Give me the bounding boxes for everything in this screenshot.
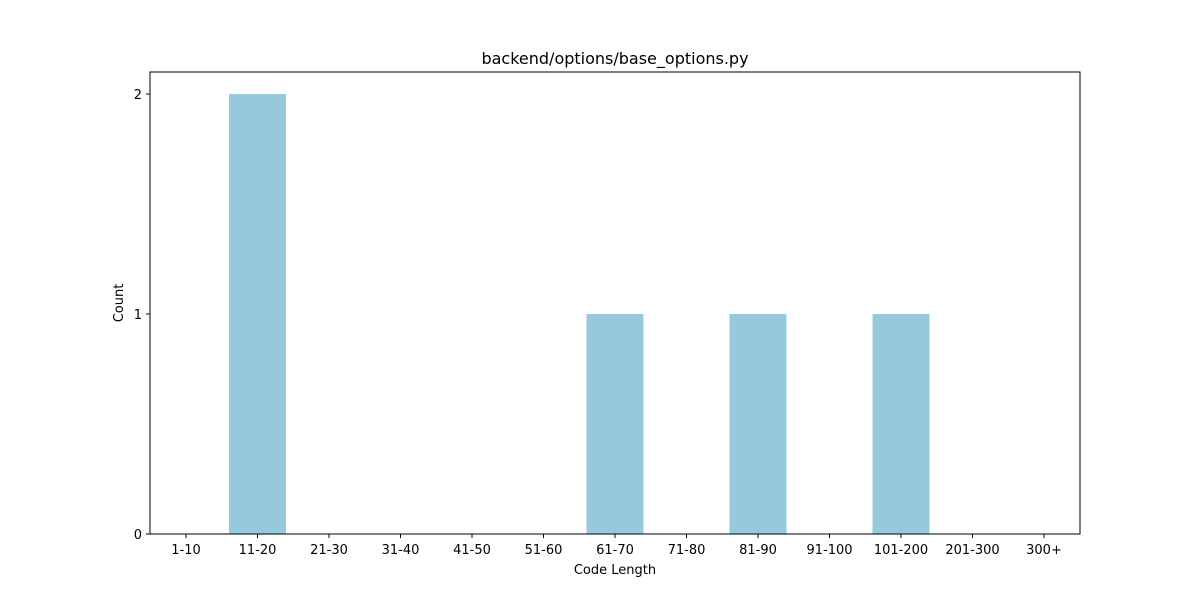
bar-101-200 [872, 314, 930, 534]
x-tick-label: 21-30 [310, 543, 348, 558]
y-axis-label: Count [112, 284, 127, 323]
x-tick-label: 101-200 [874, 543, 928, 558]
x-tick-label: 1-10 [171, 543, 201, 558]
bar-11-20 [229, 94, 286, 534]
x-tick-label: 300+ [1026, 543, 1062, 558]
x-tick-label: 41-50 [453, 543, 491, 558]
bar-61-70 [586, 314, 644, 534]
y-axis: 0 1 2 [134, 88, 150, 543]
x-tick-label: 91-100 [806, 543, 852, 558]
x-tick-label: 61-70 [596, 543, 634, 558]
x-tick-label: 11-20 [239, 543, 277, 558]
x-tick-label: 51-60 [525, 543, 563, 558]
x-axis-label: Code Length [574, 563, 656, 578]
y-tick-label: 0 [134, 528, 142, 543]
y-tick-label: 1 [134, 308, 142, 323]
x-tick-label: 81-90 [739, 543, 777, 558]
x-tick-label: 31-40 [382, 543, 420, 558]
chart-title: backend/options/base_options.py [481, 49, 748, 69]
y-tick-label: 2 [134, 88, 142, 103]
x-tick-label: 201-300 [945, 543, 999, 558]
bar-81-90 [729, 314, 787, 534]
x-tick-label: 71-80 [668, 543, 706, 558]
bars-group [229, 94, 930, 534]
x-axis: 1-10 11-20 21-30 31-40 41-50 51-60 61-70 71-80 8… [171, 534, 1062, 558]
